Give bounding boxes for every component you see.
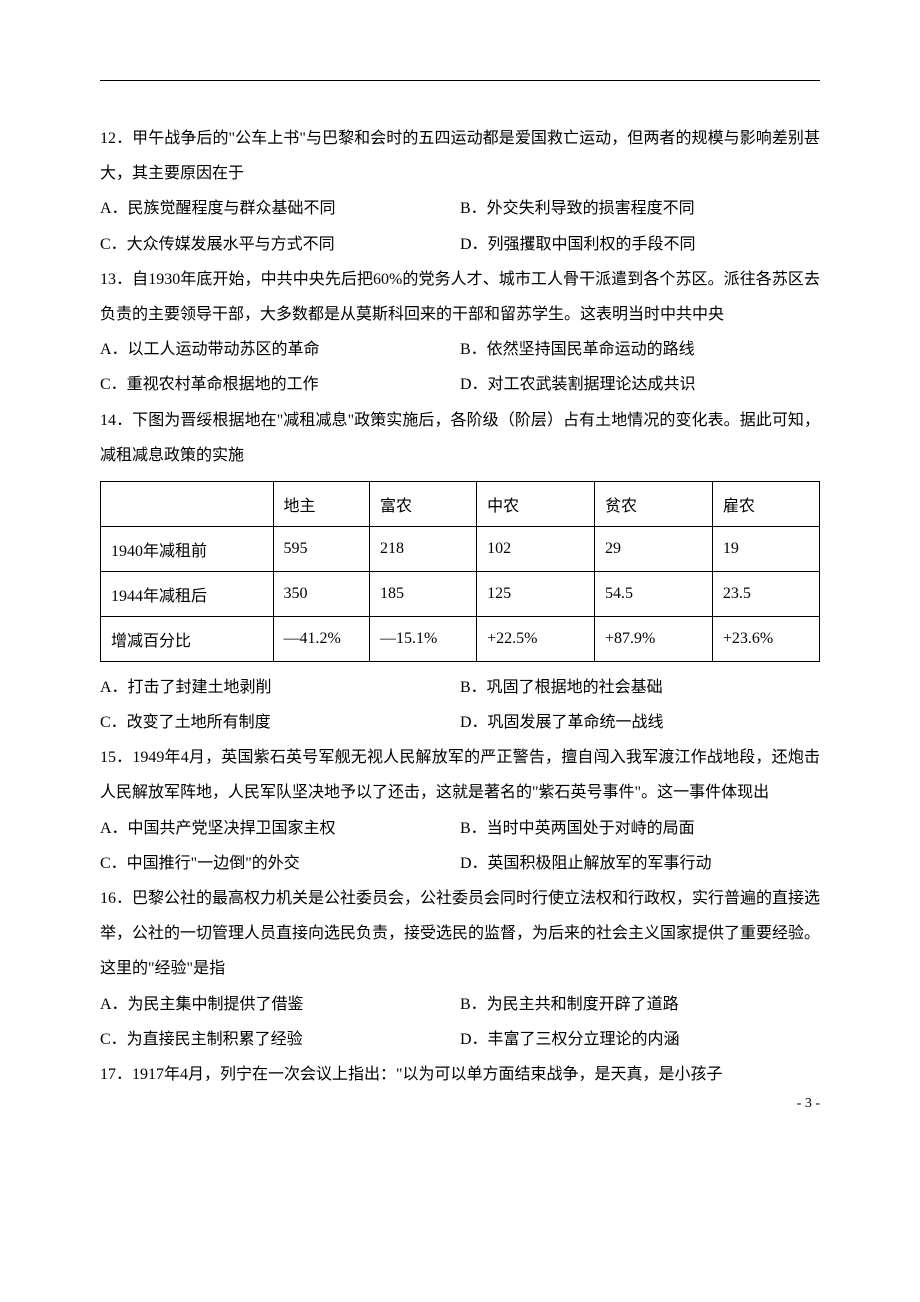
table-cell: +22.5% — [477, 616, 595, 661]
table-cell: 125 — [477, 571, 595, 616]
q16-opt-c: C．为直接民主制积累了经验 — [100, 1022, 460, 1057]
page-number: - 3 - — [797, 1096, 820, 1112]
table-cell: 1944年减租后 — [101, 571, 274, 616]
table-header-cell: 贫农 — [594, 481, 712, 526]
table-cell: 185 — [369, 571, 476, 616]
table-row: 增减百分比 —41.2% —15.1% +22.5% +87.9% +23.6% — [101, 616, 820, 661]
q15-opt-d: D．英国积极阻止解放军的军事行动 — [460, 846, 820, 881]
q13-stem: 13．自1930年底开始，中共中央先后把60%的党务人才、城市工人骨干派遣到各个… — [100, 262, 820, 332]
q16-opt-b: B．为民主共和制度开辟了道路 — [460, 987, 820, 1022]
table-cell: 23.5 — [712, 571, 819, 616]
q12-options-row2: C．大众传媒发展水平与方式不同 D．列强攫取中国利权的手段不同 — [100, 227, 820, 262]
table-cell: —41.2% — [273, 616, 369, 661]
top-rule — [100, 80, 820, 81]
q12-options-row1: A．民族觉醒程度与群众基础不同 B．外交失利导致的损害程度不同 — [100, 191, 820, 226]
document-page: 12．甲午战争后的"公车上书"与巴黎和会时的五四运动都是爱国救亡运动，但两者的规… — [0, 0, 920, 1132]
q12-opt-c: C．大众传媒发展水平与方式不同 — [100, 227, 460, 262]
table-cell: 595 — [273, 526, 369, 571]
q12-stem: 12．甲午战争后的"公车上书"与巴黎和会时的五四运动都是爱国救亡运动，但两者的规… — [100, 121, 820, 191]
q14-options-row1: A．打击了封建土地剥削 B．巩固了根据地的社会基础 — [100, 670, 820, 705]
q16-options-row2: C．为直接民主制积累了经验 D．丰富了三权分立理论的内涵 — [100, 1022, 820, 1057]
table-header-cell — [101, 481, 274, 526]
table-header-cell: 富农 — [369, 481, 476, 526]
q15-options-row1: A．中国共产党坚决捍卫国家主权 B．当时中英两国处于对峙的局面 — [100, 811, 820, 846]
table-cell: +87.9% — [594, 616, 712, 661]
q12-opt-d: D．列强攫取中国利权的手段不同 — [460, 227, 820, 262]
q14-stem: 14．下图为晋绥根据地在"减租减息"政策实施后，各阶级（阶层）占有土地情况的变化… — [100, 403, 820, 473]
q13-options-row2: C．重视农村革命根据地的工作 D．对工农武装割据理论达成共识 — [100, 367, 820, 402]
q15-stem: 15．1949年4月，英国紫石英号军舰无视人民解放军的严正警告，擅自闯入我军渡江… — [100, 740, 820, 810]
table-header-cell: 雇农 — [712, 481, 819, 526]
q14-opt-c: C．改变了土地所有制度 — [100, 705, 460, 740]
table-cell: 350 — [273, 571, 369, 616]
table-row: 地主 富农 中农 贫农 雇农 — [101, 481, 820, 526]
table-cell: 增减百分比 — [101, 616, 274, 661]
table-cell: +23.6% — [712, 616, 819, 661]
q12-opt-b: B．外交失利导致的损害程度不同 — [460, 191, 820, 226]
table-cell: 54.5 — [594, 571, 712, 616]
q14-opt-a: A．打击了封建土地剥削 — [100, 670, 460, 705]
q16-opt-a: A．为民主集中制提供了借鉴 — [100, 987, 460, 1022]
table-header-cell: 中农 — [477, 481, 595, 526]
q16-stem: 16．巴黎公社的最高权力机关是公社委员会，公社委员会同时行使立法权和行政权，实行… — [100, 881, 820, 987]
q15-opt-c: C．中国推行"一边倒"的外交 — [100, 846, 460, 881]
q13-opt-d: D．对工农武装割据理论达成共识 — [460, 367, 820, 402]
q17-stem: 17．1917年4月，列宁在一次会议上指出："以为可以单方面结束战争，是天真，是… — [100, 1057, 820, 1092]
q12-opt-a: A．民族觉醒程度与群众基础不同 — [100, 191, 460, 226]
q15-opt-a: A．中国共产党坚决捍卫国家主权 — [100, 811, 460, 846]
q14-opt-b: B．巩固了根据地的社会基础 — [460, 670, 820, 705]
table-row: 1944年减租后 350 185 125 54.5 23.5 — [101, 571, 820, 616]
q14-options-row2: C．改变了土地所有制度 D．巩固发展了革命统一战线 — [100, 705, 820, 740]
q15-opt-b: B．当时中英两国处于对峙的局面 — [460, 811, 820, 846]
table-row: 1940年减租前 595 218 102 29 19 — [101, 526, 820, 571]
q13-options-row1: A．以工人运动带动苏区的革命 B．依然坚持国民革命运动的路线 — [100, 332, 820, 367]
table-header-cell: 地主 — [273, 481, 369, 526]
table-cell: 102 — [477, 526, 595, 571]
table-cell: 218 — [369, 526, 476, 571]
table-cell: 1940年减租前 — [101, 526, 274, 571]
table-cell: 19 — [712, 526, 819, 571]
q13-opt-a: A．以工人运动带动苏区的革命 — [100, 332, 460, 367]
table-cell: 29 — [594, 526, 712, 571]
q14-opt-d: D．巩固发展了革命统一战线 — [460, 705, 820, 740]
q16-options-row1: A．为民主集中制提供了借鉴 B．为民主共和制度开辟了道路 — [100, 987, 820, 1022]
q13-opt-c: C．重视农村革命根据地的工作 — [100, 367, 460, 402]
table-cell: —15.1% — [369, 616, 476, 661]
q16-opt-d: D．丰富了三权分立理论的内涵 — [460, 1022, 820, 1057]
q14-table: 地主 富农 中农 贫农 雇农 1940年减租前 595 218 102 29 1… — [100, 481, 820, 662]
q13-opt-b: B．依然坚持国民革命运动的路线 — [460, 332, 820, 367]
q15-options-row2: C．中国推行"一边倒"的外交 D．英国积极阻止解放军的军事行动 — [100, 846, 820, 881]
